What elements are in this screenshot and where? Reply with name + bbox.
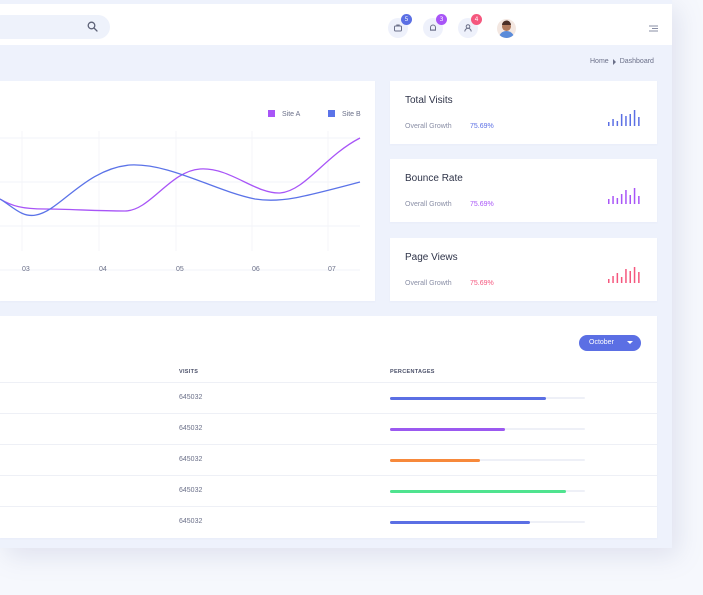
legend-swatch-site-b <box>328 110 335 117</box>
percentage-bar <box>390 489 585 493</box>
menu-icon[interactable] <box>649 25 658 32</box>
percentage-bar-fill <box>390 427 506 431</box>
dashboard-frame: 5 3 4 Home Dashboard 03 04 05 06 07 Site A Si… <box>0 4 672 538</box>
percentage-bar-fill <box>390 520 531 524</box>
mini-bar-chart <box>608 267 640 283</box>
bell-icon <box>430 24 436 31</box>
stat-card-total-visits: Total Visits Overall Growth 75.69% <box>390 81 657 144</box>
stat-value: 75.69% <box>470 280 494 287</box>
month-dropdown[interactable]: October <box>579 335 641 351</box>
avatar[interactable] <box>497 19 516 38</box>
breadcrumb: Home Dashboard <box>590 58 654 65</box>
legend-swatch-site-a <box>268 110 275 117</box>
breadcrumb-current: Dashboard <box>619 58 654 65</box>
mini-bar <box>638 117 640 126</box>
messages-badge: 5 <box>401 14 412 25</box>
stat-card-page-views: Page Views Overall Growth 75.69% <box>390 238 657 301</box>
mini-bar <box>633 110 636 126</box>
visits-cell: 645032 <box>179 518 203 525</box>
mini-bar <box>616 273 619 283</box>
mini-bar <box>612 119 614 126</box>
chevron-down-icon <box>627 341 633 344</box>
legend-label-site-b: Site B <box>342 111 361 118</box>
mini-bar <box>625 269 627 283</box>
users-badge: 4 <box>471 14 482 25</box>
table-row: 645032 <box>0 382 657 413</box>
mini-bar <box>612 196 614 204</box>
column-header-percentages: PERCENTAGES <box>390 369 435 375</box>
stat-title: Total Visits <box>405 95 453 106</box>
stat-card-bounce-rate: Bounce Rate Overall Growth 75.69% <box>390 159 657 222</box>
site-chart-card: 03 04 05 06 07 Site A Site B <box>0 81 375 301</box>
stat-title: Bounce Rate <box>405 173 463 184</box>
breadcrumb-separator-icon <box>612 58 616 65</box>
table-row: 645032 <box>0 506 657 537</box>
visits-cell: 645032 <box>179 456 203 463</box>
mini-bar <box>608 279 610 283</box>
mini-bar <box>638 196 640 204</box>
user-icon <box>464 24 472 32</box>
mini-bar <box>616 121 619 126</box>
percentage-bar <box>390 520 585 524</box>
messages-button[interactable]: 5 <box>388 14 412 38</box>
stat-title: Page Views <box>405 252 458 263</box>
users-button[interactable]: 4 <box>458 14 482 38</box>
mini-bar <box>608 199 610 204</box>
mini-bar <box>620 194 623 204</box>
mini-bar <box>629 195 631 204</box>
notifications-button[interactable]: 3 <box>423 14 447 38</box>
legend-item-site-b: Site B <box>328 110 361 118</box>
mini-bar <box>629 114 631 126</box>
mini-bar-chart <box>608 188 640 204</box>
search-icon[interactable] <box>86 20 100 34</box>
x-tick-label: 05 <box>176 266 184 273</box>
table-row: 645032 <box>0 444 657 475</box>
mini-bar <box>629 271 631 283</box>
mini-bar <box>608 122 610 126</box>
mini-bar <box>620 114 623 126</box>
briefcase-icon <box>394 24 402 32</box>
stat-value: 75.69% <box>470 201 494 208</box>
table-row: 645032 <box>0 475 657 506</box>
x-tick-label: 06 <box>252 266 260 273</box>
visits-cell: 645032 <box>179 487 203 494</box>
x-tick-label: 04 <box>99 266 107 273</box>
mini-bar <box>616 198 619 204</box>
percentage-bar-fill <box>390 458 480 462</box>
mini-bar <box>638 272 640 283</box>
table-row: 645032 <box>0 413 657 444</box>
visits-cell: 645032 <box>179 394 203 401</box>
search-input[interactable] <box>0 15 110 39</box>
legend-item-site-a: Site A <box>268 110 300 118</box>
series-site-a-line <box>0 137 361 212</box>
percentage-bar-fill <box>390 396 546 400</box>
mini-bar <box>633 267 636 283</box>
percentage-bar <box>390 427 585 431</box>
column-header-visits: VISITS <box>179 369 199 375</box>
mini-bar <box>620 277 623 283</box>
breadcrumb-home[interactable]: Home <box>590 58 609 65</box>
stat-label: Overall Growth <box>405 280 452 287</box>
percentage-bar <box>390 458 585 462</box>
mini-bar <box>625 116 627 126</box>
month-dropdown-label: October <box>589 339 614 346</box>
percentage-bar <box>390 396 585 400</box>
x-tick-label: 03 <box>22 266 30 273</box>
mini-bar <box>633 188 636 204</box>
stat-value: 75.69% <box>470 123 494 130</box>
stat-label: Overall Growth <box>405 123 452 130</box>
visits-cell: 645032 <box>179 425 203 432</box>
mini-bar <box>612 276 614 283</box>
site-line-chart: 03 04 05 06 07 <box>0 131 361 273</box>
mini-bar <box>625 190 627 204</box>
percentage-bar-fill <box>390 489 566 493</box>
x-tick-label: 07 <box>328 266 336 273</box>
top-bar: 5 3 4 <box>0 4 672 45</box>
mini-bar-chart <box>608 110 640 126</box>
series-site-b-line <box>0 164 361 217</box>
notifications-badge: 3 <box>436 14 447 25</box>
visits-table-card: October VISITS PERCENTAGES 645032 645032 6… <box>0 316 657 538</box>
legend-label-site-a: Site A <box>282 111 301 118</box>
stat-label: Overall Growth <box>405 201 452 208</box>
